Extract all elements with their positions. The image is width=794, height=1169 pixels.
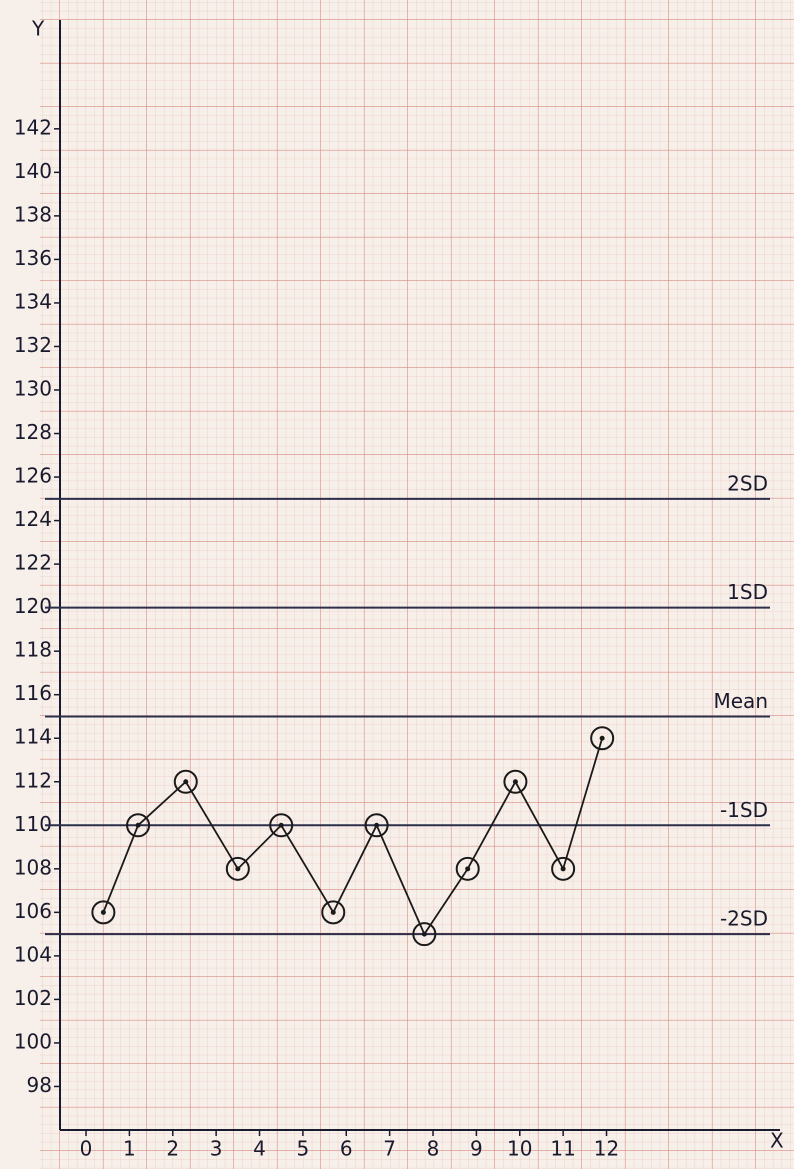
data-dot [278,822,284,828]
data-dot [599,735,605,741]
x-tick-label: 3 [210,1137,223,1161]
y-tick-label: 102 [14,986,52,1010]
control-line-label: -1SD [720,798,768,822]
y-tick-label: 132 [14,333,52,357]
data-dot [183,779,189,785]
x-tick-label: 6 [340,1137,353,1161]
y-tick-label: 130 [14,377,52,401]
y-tick-label: 108 [14,855,52,879]
y-tick-label: 110 [14,812,52,836]
y-tick-label: 98 [27,1073,52,1097]
data-point [321,900,346,925]
control-line-label: 1SD [727,580,768,604]
y-tick-label: 122 [14,551,52,575]
y-tick-label: 138 [14,202,52,226]
x-tick-label: 5 [297,1137,310,1161]
x-axis-label: X [770,1129,784,1153]
graph-paper [40,0,794,1169]
x-tick-label: 7 [383,1137,396,1161]
data-dot [560,866,566,872]
x-tick-label: 10 [507,1137,532,1161]
x-tick-label: 4 [253,1137,266,1161]
data-dot [421,931,427,937]
data-point [590,726,615,751]
data-dot [512,779,518,785]
data-dot [330,909,336,915]
data-point [364,813,389,838]
y-tick-label: 136 [14,246,52,270]
data-dot [235,866,241,872]
data-dot [100,909,106,915]
data-point [269,813,294,838]
y-tick-label: 104 [14,942,52,966]
control-line-label: Mean [714,689,769,713]
y-tick-label: 128 [14,420,52,444]
y-tick-label: 112 [14,768,52,792]
x-tick-label: 1 [123,1137,136,1161]
data-dot [465,866,471,872]
y-tick-label: 120 [14,594,52,618]
y-tick-label: 140 [14,159,52,183]
y-tick-label: 116 [14,681,52,705]
x-tick-label: 0 [80,1137,93,1161]
x-tick-label: 9 [470,1137,483,1161]
control-line-label: -2SD [720,907,768,931]
y-tick-label: 118 [14,638,52,662]
y-tick-label: 142 [14,115,52,139]
y-tick-label: 100 [14,1029,52,1053]
y-tick-label: 114 [14,725,52,749]
data-point [173,769,198,794]
data-point [455,856,480,881]
y-tick-label: 134 [14,289,52,313]
data-point [91,900,116,925]
data-point [551,856,576,881]
control-line-label: 2SD [727,471,768,495]
x-tick-label: 8 [427,1137,440,1161]
y-tick-label: 106 [14,899,52,923]
data-point [412,922,437,947]
data-point [225,856,250,881]
data-dot [374,822,380,828]
y-tick-label: 126 [14,464,52,488]
x-tick-label: 12 [594,1137,619,1161]
data-point [503,769,528,794]
x-tick-label: 2 [166,1137,179,1161]
x-tick-label: 11 [550,1137,575,1161]
y-axis-label: Y [31,17,45,41]
y-tick-label: 124 [14,507,52,531]
data-point [126,813,151,838]
data-dot [135,822,141,828]
